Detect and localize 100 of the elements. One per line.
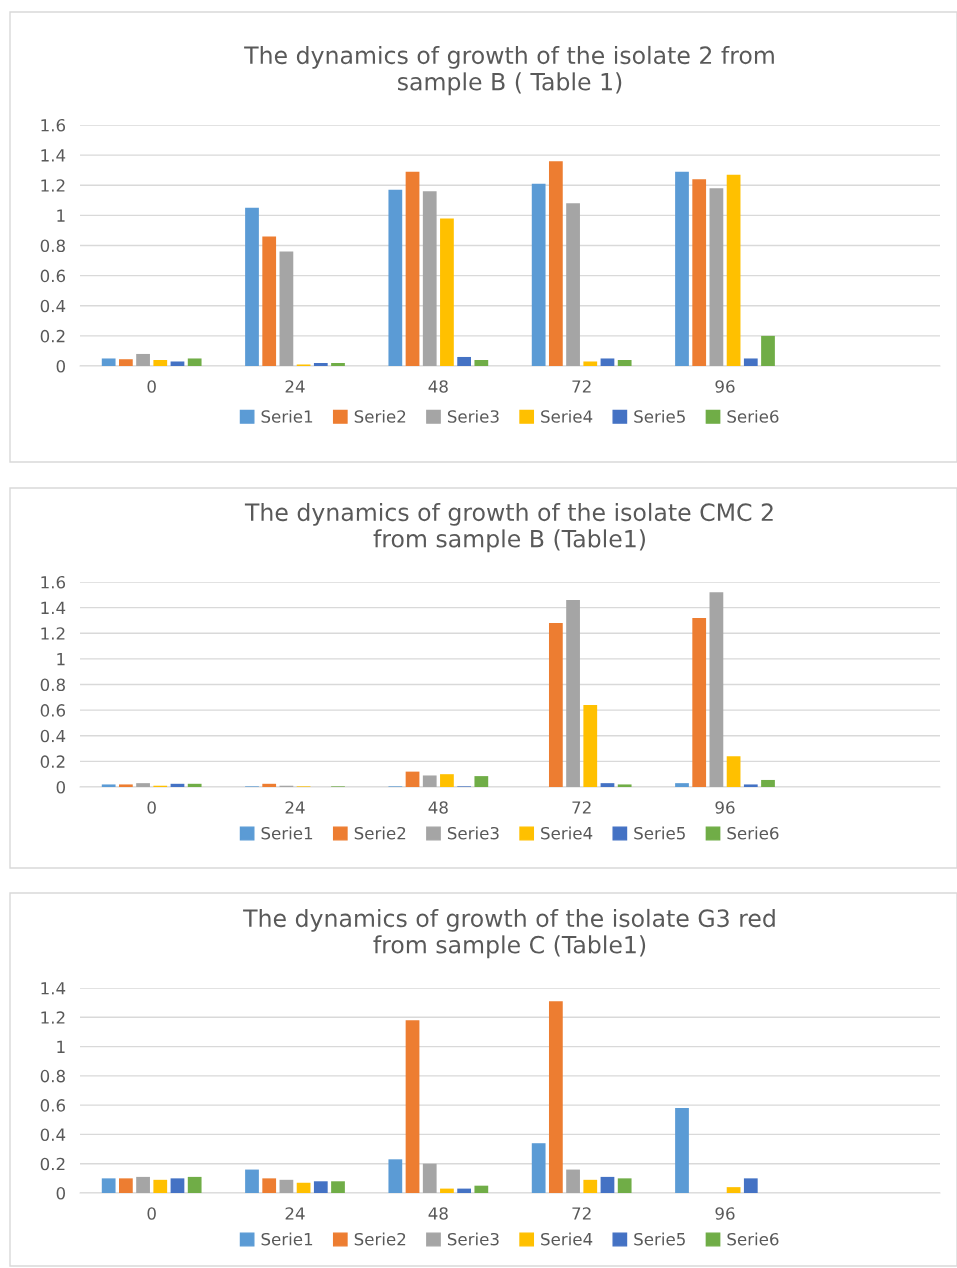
bar [262, 783, 277, 787]
bar [136, 783, 150, 787]
legend-label: Serie2 [354, 409, 406, 423]
bar [170, 1178, 185, 1193]
y-tick-label: 1.6 [41, 575, 66, 589]
legend-label: Serie3 [447, 1232, 499, 1246]
bar [296, 1182, 311, 1193]
bar [583, 705, 598, 787]
bar [187, 358, 202, 366]
legend-label: Serie1 [261, 826, 313, 840]
legend-label: Serie6 [727, 1232, 779, 1246]
legend-label: Serie2 [354, 826, 406, 840]
bar [600, 783, 615, 787]
bar [726, 1187, 741, 1193]
y-tick-label: 1.4 [41, 982, 66, 995]
bar [531, 1143, 546, 1193]
bar [331, 1181, 345, 1193]
legend-label: Serie5 [634, 1232, 685, 1246]
bar [761, 335, 775, 366]
y-tick-label: 0.8 [40, 678, 65, 692]
bar [548, 1001, 563, 1193]
y-tick-label: 0.6 [40, 1099, 66, 1112]
x-tick-label: 48 [428, 380, 448, 393]
legend-label: Serie5 [634, 409, 685, 423]
bar [675, 1108, 689, 1193]
bar [118, 1178, 133, 1193]
bar [405, 1020, 420, 1193]
x-tick-label: 96 [715, 801, 735, 814]
x-tick-label: 48 [428, 801, 448, 814]
y-tick-label: 0.4 [40, 729, 66, 743]
bar [457, 1188, 472, 1193]
bar [153, 359, 168, 366]
y-tick-label: 0.4 [40, 299, 66, 313]
bar [279, 1179, 294, 1193]
bar [170, 361, 185, 366]
bar [566, 203, 580, 366]
x-tick-label: 96 [715, 380, 735, 393]
y-tick-label: 0.6 [40, 704, 66, 717]
bar [331, 362, 345, 366]
bar [313, 1181, 328, 1193]
bar [422, 775, 437, 787]
legend-label: Serie1 [261, 1232, 313, 1246]
bar [761, 779, 775, 787]
bar [531, 183, 546, 366]
bar [187, 783, 202, 787]
bar [692, 179, 707, 366]
bar [440, 1188, 454, 1193]
bar [440, 218, 454, 366]
legend-label: Serie2 [354, 1232, 406, 1246]
bar [566, 1169, 580, 1193]
bar [245, 207, 259, 366]
bar [709, 188, 724, 366]
bar [474, 776, 489, 787]
chart-title: The dynamics of growth of the isolate CMC 2 from sample B (Table1) [244, 502, 773, 553]
bar [692, 617, 707, 787]
bar [262, 236, 277, 366]
x-tick-label: 0 [147, 1207, 156, 1220]
bar [617, 784, 632, 787]
bar [617, 1178, 632, 1193]
y-tick-label: 1 [57, 653, 65, 666]
bar [726, 756, 741, 787]
x-tick-label: 72 [572, 801, 591, 814]
bar [600, 358, 615, 366]
bar [548, 623, 563, 787]
bar [101, 1178, 116, 1193]
bar [405, 171, 420, 366]
bar [743, 358, 758, 366]
y-tick-label: 0.2 [40, 755, 65, 768]
x-tick-label: 0 [147, 380, 156, 393]
bar [457, 356, 472, 366]
x-tick-label: 96 [715, 1207, 735, 1220]
bar [709, 592, 724, 787]
x-tick-label: 72 [572, 380, 591, 393]
y-tick-label: 0 [56, 359, 65, 373]
x-tick-label: 24 [285, 380, 305, 393]
bar [313, 362, 328, 366]
bar [743, 784, 758, 787]
legend-label: Serie4 [541, 1232, 593, 1246]
legend-label: Serie4 [541, 409, 593, 423]
y-tick-label: 0.4 [40, 1128, 66, 1141]
y-tick-label: 0.2 [40, 1157, 65, 1171]
x-tick-label: 48 [428, 1207, 448, 1220]
y-tick-label: 0 [56, 780, 65, 794]
bar [675, 783, 689, 787]
legend-label: Serie6 [727, 409, 779, 423]
bar [548, 161, 563, 366]
bar [245, 1169, 259, 1193]
bar [262, 1178, 277, 1193]
y-tick-label: 0 [56, 1186, 65, 1200]
y-tick-label: 1.6 [41, 118, 66, 132]
bar [101, 358, 116, 366]
bar [583, 1179, 598, 1193]
bar [405, 771, 420, 787]
chart-title: The dynamics of growth of the isolate G3 red from sample C (Table1) [243, 908, 775, 959]
bar [583, 361, 598, 366]
bar [118, 359, 133, 366]
y-tick-label: 0.8 [40, 239, 65, 253]
y-tick-label: 1 [57, 1040, 65, 1053]
bar [101, 784, 116, 787]
legend-label: Serie3 [447, 826, 499, 840]
